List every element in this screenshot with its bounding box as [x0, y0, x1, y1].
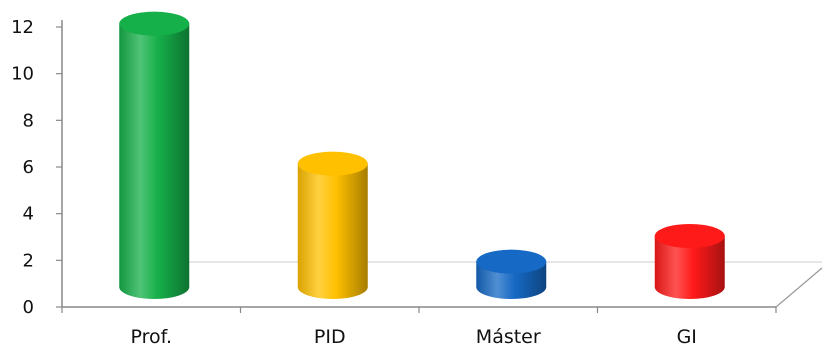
bar-body [119, 23, 190, 300]
x-category-label: PID [314, 326, 346, 348]
x-axis-ticks [61, 307, 777, 313]
y-tick-label: 10 [11, 64, 34, 85]
bar-top [476, 249, 547, 274]
y-tick-label: 2 [23, 250, 34, 271]
y-tick-label: 8 [23, 110, 34, 131]
x-category-label: GI [677, 326, 697, 348]
bar-gi [654, 224, 725, 299]
y-tick-label: 12 [11, 17, 34, 38]
bar-top [119, 11, 190, 36]
bar-body [297, 163, 368, 299]
x-category-label: Máster [476, 326, 541, 348]
bar-top [654, 224, 725, 248]
category-labels: Prof. PID Máster GI [131, 326, 697, 348]
bar-pid [297, 151, 368, 299]
bar-mster [476, 249, 547, 299]
bar-top [297, 151, 368, 176]
bar-body [654, 236, 725, 299]
y-tick-label: 4 [23, 204, 34, 225]
bar-prof [119, 11, 190, 300]
y-tick-label: 6 [23, 157, 34, 178]
bars [119, 11, 725, 300]
y-axis-ticks: 0 2 4 6 8 10 12 [11, 17, 62, 318]
x-category-label: Prof. [131, 326, 173, 348]
floor-side-edge [775, 267, 823, 308]
y-tick-label: 0 [23, 297, 34, 318]
